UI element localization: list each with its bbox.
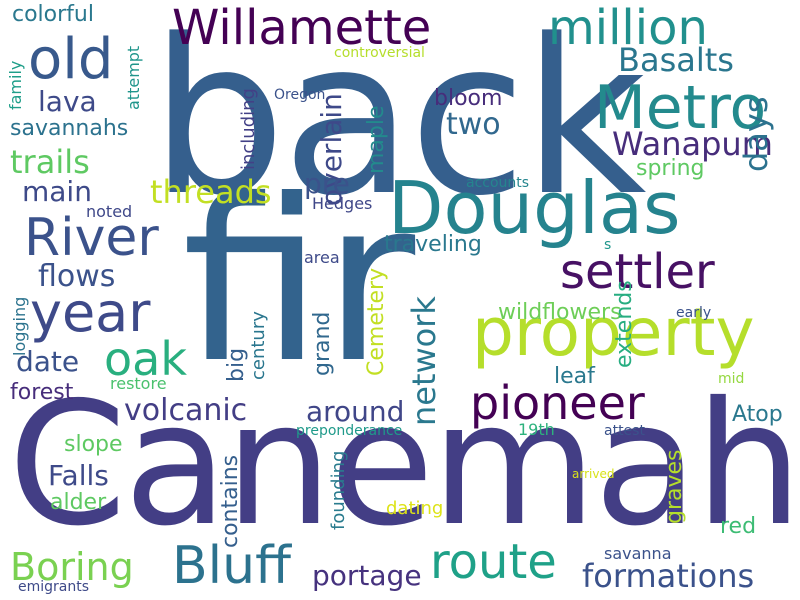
word-back: back xyxy=(150,0,647,243)
word-settler: settler xyxy=(560,244,715,300)
word-dating: dating xyxy=(386,498,444,519)
word-oregon: Oregon xyxy=(274,87,326,103)
word-big: big xyxy=(224,347,249,382)
word-noted: noted xyxy=(86,202,133,221)
word-river: River xyxy=(24,208,159,268)
word-spring: spring xyxy=(636,156,705,181)
word-wildflowers: wildflowers xyxy=(498,300,622,325)
word-colorful: colorful xyxy=(12,2,94,27)
word-wanapum: Wanapum xyxy=(612,125,773,163)
word-savanna: savanna xyxy=(604,544,672,563)
word-old: old xyxy=(28,27,114,92)
word-lava: lava xyxy=(38,85,97,118)
word-leaf: leaf xyxy=(554,364,595,389)
word-threads: threads xyxy=(150,173,272,211)
word-willamette: Willamette xyxy=(172,0,432,56)
word-falls: Falls xyxy=(48,459,109,492)
word-early: early xyxy=(676,305,712,321)
word-accounts: accounts xyxy=(466,175,530,191)
word-logging: logging xyxy=(10,296,29,356)
word-including: including xyxy=(238,88,259,170)
word-maple: maple xyxy=(364,105,389,174)
word-controversial: controversial xyxy=(334,45,425,61)
word-volcanic: volcanic xyxy=(124,393,248,428)
word-formations: formations xyxy=(582,557,755,595)
word-s: s xyxy=(604,237,612,253)
word-traveling: traveling xyxy=(384,232,482,257)
word-grand: grand xyxy=(310,311,335,376)
word-restore: restore xyxy=(110,374,167,393)
word-contains: contains xyxy=(218,454,243,548)
word-flows: flows xyxy=(38,259,116,294)
word-19th: 19th xyxy=(518,420,555,439)
word-two: two xyxy=(446,107,501,142)
word-boring: Boring xyxy=(10,545,134,589)
word-mid: mid xyxy=(718,371,745,387)
word-slope: slope xyxy=(64,432,123,457)
word-cemetery: Cemetery xyxy=(364,267,389,376)
word-founding: founding xyxy=(328,450,349,530)
word-basalts: Basalts xyxy=(618,41,734,79)
word-days: days xyxy=(737,96,775,172)
word-family: family xyxy=(6,60,25,110)
word-attempt: attempt xyxy=(124,45,143,110)
word-hedges: Hedges xyxy=(312,194,373,213)
word-red: red xyxy=(720,514,757,539)
word-network: network xyxy=(405,296,443,426)
word-around: around xyxy=(306,395,405,428)
word-trails: trails xyxy=(10,143,90,181)
word-extends: extends xyxy=(612,280,637,368)
word-portage: portage xyxy=(312,559,422,592)
word-area: area xyxy=(304,248,340,267)
word-forest: forest xyxy=(10,380,74,405)
word-pioneer: pioneer xyxy=(470,376,645,430)
word-savannahs: savannahs xyxy=(10,116,129,141)
word-main: main xyxy=(22,175,92,208)
word-fir: fir xyxy=(182,151,416,412)
word-preponderance: preponderance xyxy=(296,423,403,439)
word-date: date xyxy=(16,345,80,378)
word-year: year xyxy=(30,281,151,344)
word-pre: pre xyxy=(304,167,350,200)
word-metro: Metro xyxy=(594,73,767,143)
word-century: century xyxy=(248,311,269,380)
word-property: property xyxy=(472,294,755,371)
word-oak: oak xyxy=(104,332,187,386)
word-bloom: bloom xyxy=(434,86,503,111)
word-emigrants: emigrants xyxy=(18,579,90,595)
word-douglas: Douglas xyxy=(388,166,681,250)
word-attest: attest xyxy=(604,423,645,439)
word-canemah: Canemah xyxy=(8,366,800,564)
word-alder: alder xyxy=(50,490,107,515)
word-arrived: arrived xyxy=(572,467,615,481)
word-atop: Atop xyxy=(732,402,783,427)
word-bluff: Bluff xyxy=(172,536,291,596)
word-route: route xyxy=(430,534,557,590)
word-graves: graves xyxy=(662,449,687,524)
word-million: million xyxy=(548,0,708,56)
